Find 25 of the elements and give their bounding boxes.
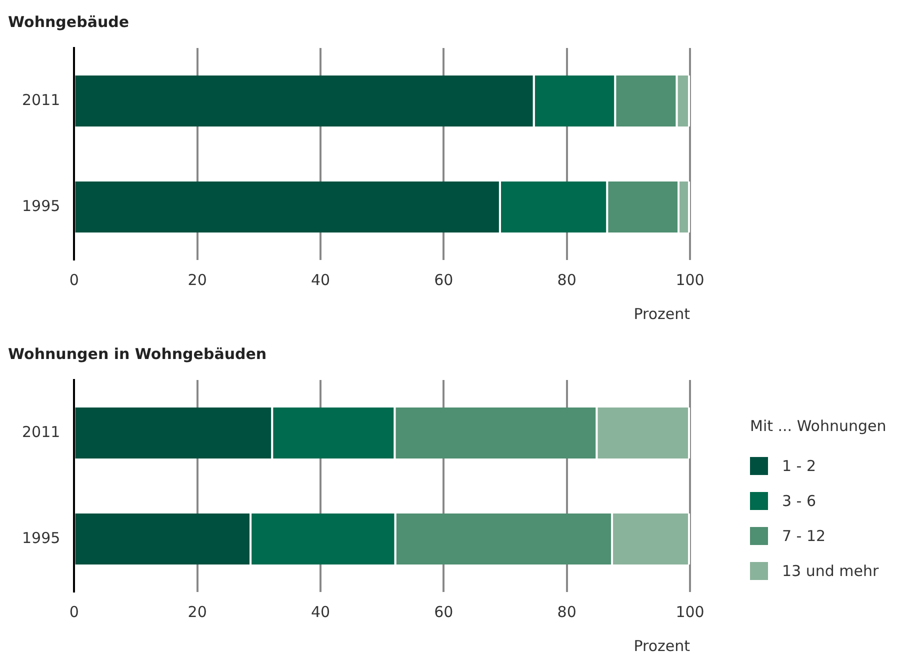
legend-title: Mit ... Wohnungen bbox=[750, 417, 886, 435]
x-tick-label: 60 bbox=[434, 602, 454, 621]
y-tick-label: 2011 bbox=[22, 90, 60, 109]
legend-label: 7 - 12 bbox=[782, 527, 826, 545]
legend-label: 1 - 2 bbox=[782, 457, 816, 475]
x-tick-label: 40 bbox=[310, 602, 330, 621]
x-tick-label: 40 bbox=[310, 270, 330, 289]
x-tick-label: 80 bbox=[557, 602, 576, 621]
x-tick-label: 100 bbox=[676, 602, 704, 621]
y-tick-label: 1995 bbox=[22, 196, 60, 215]
x-tick-label: 0 bbox=[69, 602, 79, 621]
x-tick-label: 80 bbox=[557, 270, 576, 289]
x-axis-title: Prozent bbox=[634, 304, 690, 323]
x-tick-label: 0 bbox=[69, 270, 79, 289]
x-tick-label: 20 bbox=[188, 270, 207, 289]
x-tick-label: 20 bbox=[188, 602, 207, 621]
chart-title: Wohngebäude bbox=[8, 12, 130, 31]
x-tick-label: 100 bbox=[676, 270, 704, 289]
y-tick-label: 1995 bbox=[22, 528, 60, 547]
x-tick-label: 60 bbox=[434, 270, 454, 289]
chart-title: Wohnungen in Wohngebäuden bbox=[8, 344, 267, 363]
legend-label: 13 und mehr bbox=[782, 562, 879, 580]
x-axis-title: Prozent bbox=[634, 636, 690, 655]
legend-label: 3 - 6 bbox=[782, 492, 816, 510]
y-tick-label: 2011 bbox=[22, 422, 60, 441]
